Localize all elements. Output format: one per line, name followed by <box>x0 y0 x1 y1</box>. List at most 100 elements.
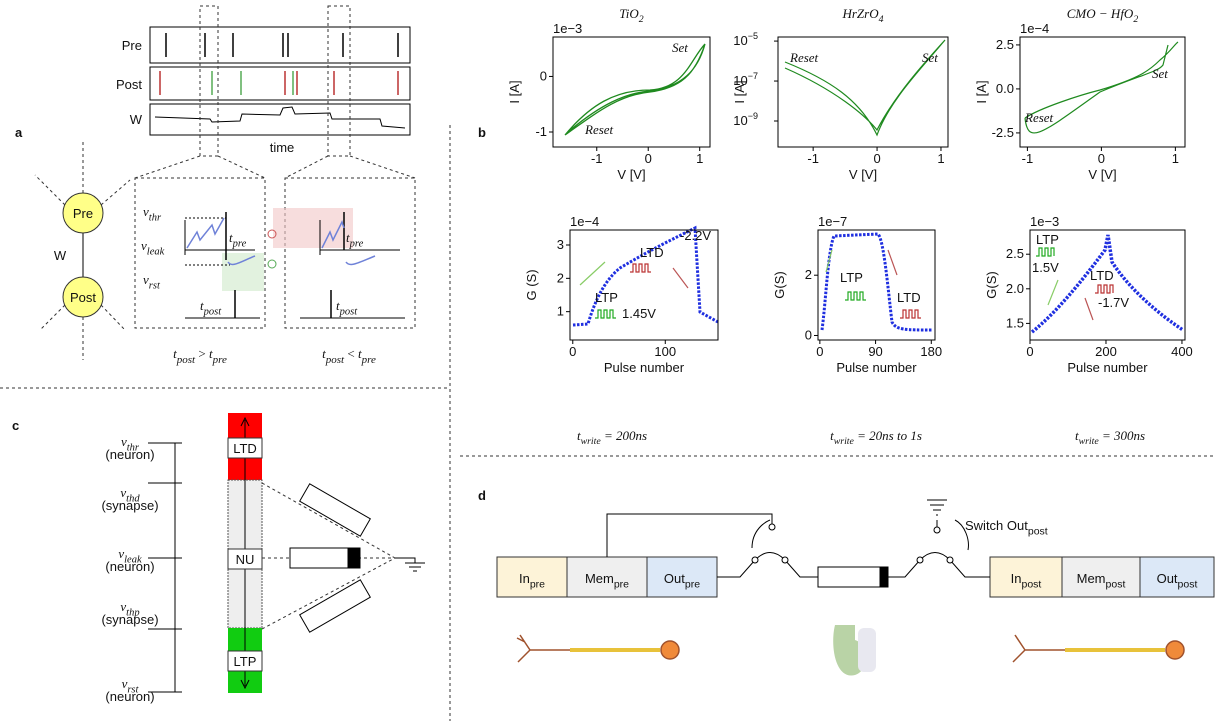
base: In <box>519 571 530 586</box>
x-tick-label: 100 <box>654 344 676 359</box>
annotation: -2.2V <box>680 228 711 243</box>
subscript: thd <box>126 494 140 505</box>
panel-label: d <box>478 488 486 503</box>
bar-label: LTD <box>233 441 257 456</box>
subscript: thr <box>149 213 162 224</box>
subscript: thp <box>126 608 139 619</box>
y-label: G(S) <box>772 271 787 298</box>
base: Out <box>1157 571 1178 586</box>
base: v <box>121 434 127 449</box>
axis-offset: 1e−7 <box>818 214 847 229</box>
base: TiO <box>619 6 639 21</box>
level-note: (synapse) <box>101 612 158 627</box>
plot-title: TiO2 <box>619 6 644 25</box>
x-label: time <box>270 140 295 155</box>
subscript: rst <box>149 281 161 292</box>
x-tick-label: -1 <box>591 151 603 166</box>
level-label: vrst <box>122 676 140 696</box>
node-label: Pre <box>73 206 93 221</box>
axis-offset: 1e−4 <box>570 214 599 229</box>
y-tick-label: 2.0 <box>1006 281 1024 296</box>
subscript: post <box>203 307 223 318</box>
annotation: Set <box>1152 66 1168 81</box>
base: t <box>358 346 362 361</box>
level-label: vthr <box>143 204 162 224</box>
annotation: LTD <box>897 290 921 305</box>
exponent: −9 <box>748 111 758 121</box>
subscript: leak <box>124 555 142 566</box>
subscript: post <box>176 354 196 366</box>
subscript: post <box>325 354 345 366</box>
panel-label: a <box>15 125 23 140</box>
subscript: pre <box>212 354 227 366</box>
curves <box>564 39 1184 334</box>
annotation: LTP <box>1036 232 1059 247</box>
y-label: I [A] <box>974 80 989 103</box>
axis-offset: 1e−4 <box>1020 21 1049 36</box>
level-note: (neuron) <box>105 559 154 574</box>
plot-frame <box>569 229 719 341</box>
plot <box>1026 229 1186 344</box>
block-label: Inpre <box>519 571 545 591</box>
y-tick-label: 0 <box>540 68 547 83</box>
x-label: Pulse number <box>604 360 685 375</box>
time-label: tpost <box>336 298 358 318</box>
base: v <box>141 238 147 253</box>
plot-title: HrZrO4 <box>841 6 883 25</box>
annotation: 1.5V <box>1032 260 1059 275</box>
block-label: Outpost <box>1157 571 1198 591</box>
y-label: G (S) <box>524 269 539 300</box>
bar-label-bg <box>227 437 263 459</box>
bar-label-bg <box>227 650 263 672</box>
x-tick-label: 1 <box>1172 151 1179 166</box>
plot-frame <box>1019 36 1186 148</box>
base: t <box>173 346 177 361</box>
subscript: 2 <box>639 14 644 25</box>
axis-offset: 1e−3 <box>1030 214 1059 229</box>
bar-label: NU <box>236 552 255 567</box>
x-label: V [V] <box>1088 167 1116 182</box>
subscript: pre <box>614 579 629 591</box>
x-tick-label: 400 <box>1171 344 1193 359</box>
subscript: leak <box>147 247 165 258</box>
base: t <box>322 346 326 361</box>
subscript: pre <box>530 579 545 591</box>
base: t <box>200 298 204 313</box>
plot-frame <box>817 229 936 341</box>
x-tick-label: 0 <box>1026 344 1033 359</box>
zoom-boxes <box>134 177 416 329</box>
x-tick-label: 1 <box>937 151 944 166</box>
subscript: thr <box>127 443 140 454</box>
y-label: I [A] <box>507 80 522 103</box>
subscript: write <box>834 436 855 447</box>
plot <box>814 229 936 344</box>
level-note: (synapse) <box>101 498 158 513</box>
exponent: −5 <box>748 31 758 41</box>
y-tick-label: 0.0 <box>996 81 1014 96</box>
y-tick-label: 2.5 <box>1006 246 1024 261</box>
y-tick-label: 2.5 <box>996 37 1014 52</box>
base: v <box>122 676 128 691</box>
subscript: pre <box>685 579 700 591</box>
plot <box>549 36 711 151</box>
level-label: vrst <box>143 272 161 292</box>
x-label: Pulse number <box>1067 360 1148 375</box>
annotation: 1.45V <box>622 306 656 321</box>
subscript: post <box>339 307 359 318</box>
rest: = 200ns <box>601 428 647 443</box>
level-note: (neuron) <box>105 447 154 462</box>
annotation: LTP <box>840 270 863 285</box>
base: t <box>830 428 834 443</box>
annotation: Set <box>672 40 688 55</box>
y-tick-label: 0 <box>805 327 812 342</box>
y-tick-label: 10−5 <box>733 31 758 48</box>
annotation: LTP <box>595 290 618 305</box>
level-label: vthp <box>120 599 139 619</box>
time-label: tpre <box>346 230 364 250</box>
base: t <box>336 298 340 313</box>
x-label: V [V] <box>617 167 645 182</box>
op: > <box>195 346 209 361</box>
subscript: pre <box>361 354 376 366</box>
row-label: Pre <box>122 38 142 53</box>
